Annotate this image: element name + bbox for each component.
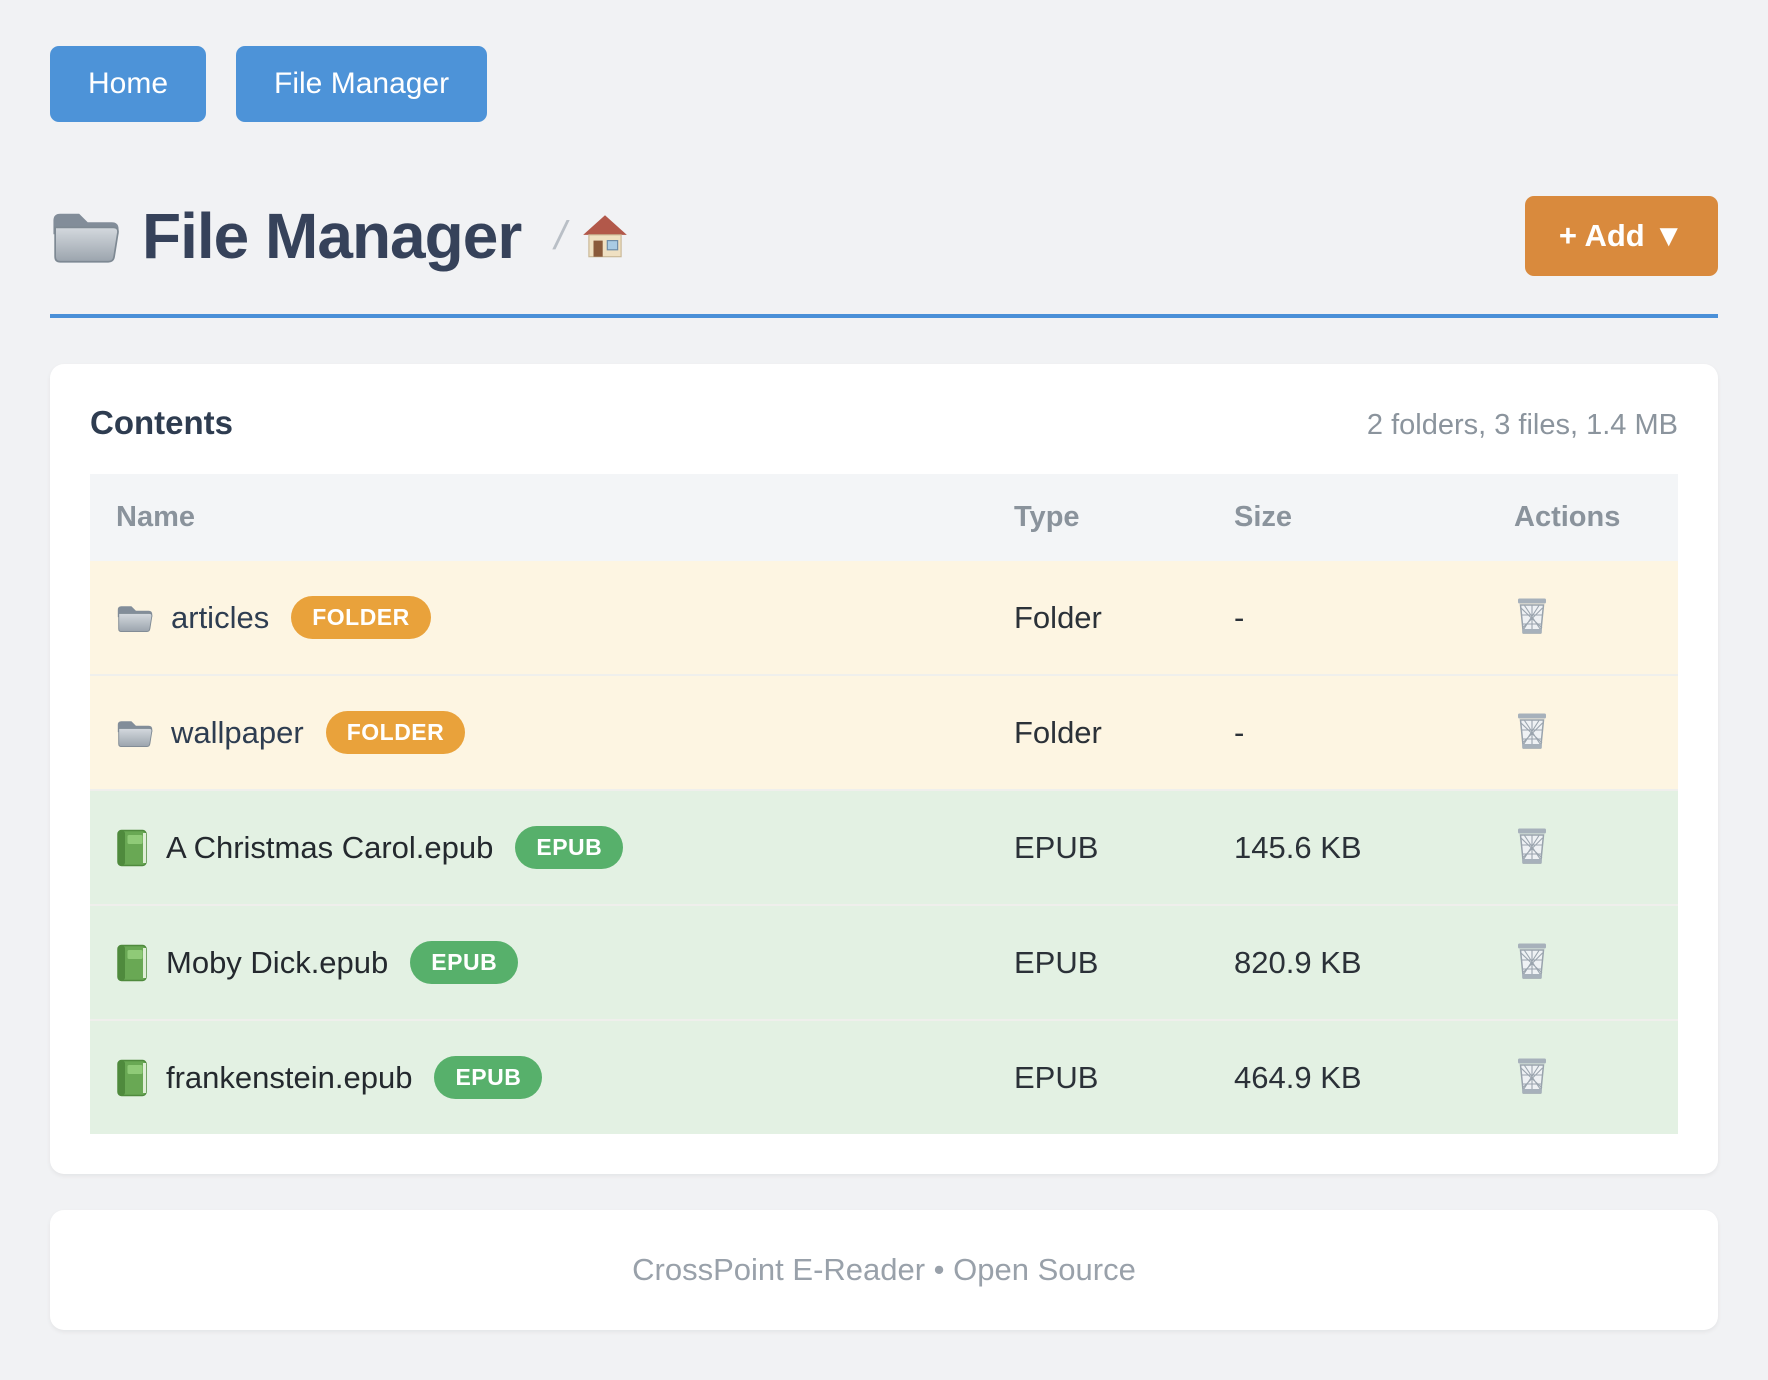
item-name-link[interactable]: articles [171, 600, 269, 636]
delete-button[interactable] [1514, 826, 1550, 869]
table-row: frankenstein.epub EPUB EPUB 464.9 KB [90, 1020, 1678, 1134]
footer-text: CrossPoint E-Reader • Open Source [92, 1252, 1676, 1288]
table-row: Moby Dick.epub EPUB EPUB 820.9 KB [90, 905, 1678, 1020]
item-type: EPUB [988, 790, 1208, 905]
table-row: articles FOLDER Folder - [90, 561, 1678, 675]
column-header-name: Name [90, 474, 988, 561]
contents-title: Contents [90, 404, 233, 442]
contents-summary: 2 folders, 3 files, 1.4 MB [1367, 409, 1678, 442]
item-type-badge: EPUB [410, 941, 518, 984]
breadcrumb-separator: / [550, 214, 571, 259]
trash-icon [1514, 1056, 1550, 1099]
item-type-badge: FOLDER [291, 596, 431, 639]
nav-home-button[interactable]: Home [50, 46, 206, 122]
item-type-badge: EPUB [515, 826, 623, 869]
item-type-badge: FOLDER [326, 711, 466, 754]
item-name-link[interactable]: A Christmas Carol.epub [166, 830, 493, 866]
column-header-size: Size [1208, 474, 1488, 561]
trash-icon [1514, 941, 1550, 984]
item-name-link[interactable]: frankenstein.epub [166, 1060, 412, 1096]
item-type: Folder [988, 675, 1208, 790]
trash-icon [1514, 826, 1550, 869]
item-type: Folder [988, 561, 1208, 675]
delete-button[interactable] [1514, 711, 1550, 754]
item-name-link[interactable]: Moby Dick.epub [166, 945, 388, 981]
column-header-type: Type [988, 474, 1208, 561]
item-name-link[interactable]: wallpaper [171, 715, 304, 751]
page: Home File Manager File Manager / + Add ▼… [0, 0, 1768, 1380]
column-header-actions: Actions [1488, 474, 1678, 561]
contents-card: Contents 2 folders, 3 files, 1.4 MB Name… [50, 364, 1718, 1174]
table-row: A Christmas Carol.epub EPUB EPUB 145.6 K… [90, 790, 1678, 905]
table-row: wallpaper FOLDER Folder - [90, 675, 1678, 790]
item-size: 464.9 KB [1208, 1020, 1488, 1134]
breadcrumb: / [555, 213, 628, 259]
contents-header: Contents 2 folders, 3 files, 1.4 MB [90, 404, 1678, 442]
folder-icon [50, 206, 122, 266]
delete-button[interactable] [1514, 596, 1550, 639]
folder-icon [116, 602, 154, 634]
add-button[interactable]: + Add ▼ [1525, 196, 1718, 276]
item-size: 820.9 KB [1208, 905, 1488, 1020]
trash-icon [1514, 711, 1550, 754]
delete-button[interactable] [1514, 1056, 1550, 1099]
book-icon [116, 1059, 149, 1097]
book-icon [116, 944, 149, 982]
item-size: 145.6 KB [1208, 790, 1488, 905]
header-divider [50, 314, 1718, 318]
top-nav: Home File Manager [50, 46, 1718, 122]
item-type-badge: EPUB [434, 1056, 542, 1099]
file-table: Name Type Size Actions articles FOLDER F… [90, 474, 1678, 1134]
item-type: EPUB [988, 1020, 1208, 1134]
item-size: - [1208, 561, 1488, 675]
item-type: EPUB [988, 905, 1208, 1020]
footer: CrossPoint E-Reader • Open Source [50, 1210, 1718, 1330]
trash-icon [1514, 596, 1550, 639]
nav-file-manager-button[interactable]: File Manager [236, 46, 487, 122]
page-title: File Manager [142, 199, 521, 273]
folder-icon [116, 717, 154, 749]
item-size: - [1208, 675, 1488, 790]
home-icon[interactable] [582, 213, 628, 259]
book-icon [116, 829, 149, 867]
page-header: File Manager / + Add ▼ [50, 196, 1718, 276]
delete-button[interactable] [1514, 941, 1550, 984]
table-header-row: Name Type Size Actions [90, 474, 1678, 561]
